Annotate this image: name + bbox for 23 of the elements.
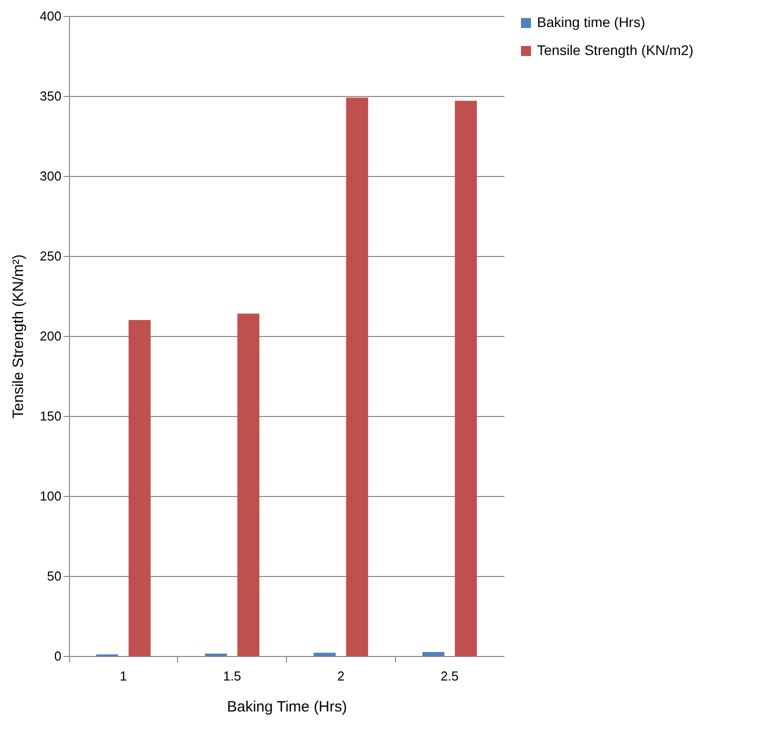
y-tick-label: 350 xyxy=(40,88,62,104)
y-tick-label: 300 xyxy=(40,168,62,184)
y-tick-label: 0 xyxy=(54,648,62,664)
y-tick-label: 200 xyxy=(40,328,62,344)
x-tick-label: 2 xyxy=(337,668,344,684)
y-axis-title: Tensile Strength (KN/m²) xyxy=(10,254,27,419)
bar xyxy=(422,652,444,656)
legend-label: Baking time (Hrs) xyxy=(537,14,646,30)
y-tick-label: 50 xyxy=(47,568,62,584)
y-tick-label: 150 xyxy=(40,408,62,424)
bar xyxy=(454,100,477,656)
x-tick-label: 1 xyxy=(120,668,127,684)
y-tick-label: 250 xyxy=(40,248,62,264)
y-tick-label: 100 xyxy=(40,488,62,504)
bar xyxy=(237,314,260,656)
bar xyxy=(314,652,336,656)
bar xyxy=(346,98,368,656)
bar xyxy=(128,320,151,656)
x-axis-title: Baking Time (Hrs) xyxy=(226,698,348,716)
x-tick-label: 2.5 xyxy=(440,668,459,684)
y-tick-label: 400 xyxy=(40,8,62,24)
legend-label: Tensile Strength (KN/m2) xyxy=(537,42,694,58)
x-tick-label: 1.5 xyxy=(223,668,242,684)
